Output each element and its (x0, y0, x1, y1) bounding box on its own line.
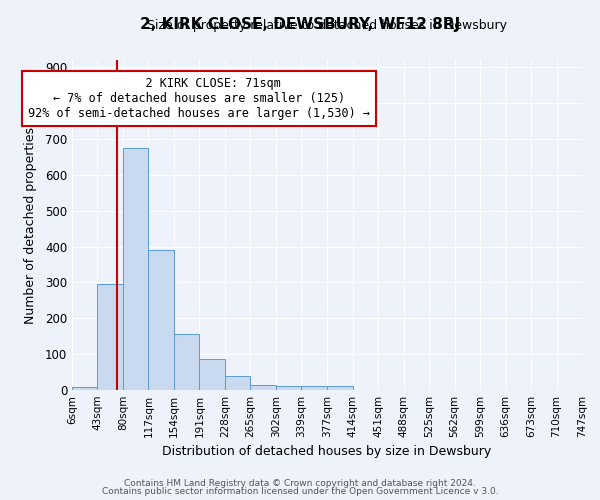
Text: 2, KIRK CLOSE, DEWSBURY, WF12 8RJ: 2, KIRK CLOSE, DEWSBURY, WF12 8RJ (140, 18, 460, 32)
Bar (199, 359, 225, 390)
X-axis label: Distribution of detached houses by size in Dewsbury: Distribution of detached houses by size … (163, 446, 491, 458)
Bar (225, 376, 250, 390)
Text: Contains public sector information licensed under the Open Government Licence v : Contains public sector information licen… (101, 487, 499, 496)
Bar (250, 384, 276, 390)
Title: Size of property relative to detached houses in Dewsbury: Size of property relative to detached ho… (147, 20, 507, 32)
Bar (148, 250, 174, 390)
Bar (123, 148, 148, 390)
Bar (328, 386, 353, 390)
Bar (174, 334, 199, 390)
Bar (301, 386, 328, 390)
Text: 2 KIRK CLOSE: 71sqm
← 7% of detached houses are smaller (125)
92% of semi-detach: 2 KIRK CLOSE: 71sqm ← 7% of detached hou… (28, 77, 370, 120)
Bar (72, 387, 97, 390)
Y-axis label: Number of detached properties: Number of detached properties (23, 126, 37, 324)
Bar (276, 386, 301, 390)
Text: Contains HM Land Registry data © Crown copyright and database right 2024.: Contains HM Land Registry data © Crown c… (124, 478, 476, 488)
Bar (97, 284, 123, 390)
